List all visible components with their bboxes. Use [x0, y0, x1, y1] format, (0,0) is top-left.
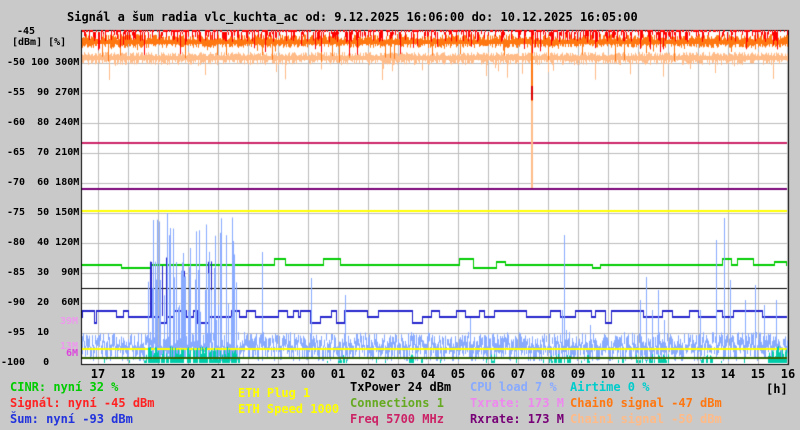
- hour-label: 11: [630, 367, 646, 381]
- hour-label: 05: [450, 367, 466, 381]
- legend-connections: Connections 1: [350, 396, 444, 410]
- legend-freq: Freq 5700 MHz: [350, 412, 444, 426]
- legend-airtime: Airtime 0 %: [570, 380, 650, 394]
- legend-cpu: CPU load 7 %: [470, 380, 557, 394]
- hour-label: 02: [360, 367, 376, 381]
- hour-label: 19: [150, 367, 166, 381]
- hour-label: 07: [510, 367, 526, 381]
- hour-label: 01: [330, 367, 346, 381]
- hour-label: 21: [210, 367, 226, 381]
- legend-eth-speed: ETH Speed 1000: [238, 402, 340, 416]
- hour-label: 12: [660, 367, 676, 381]
- y-axis-row: -70 60 180M: [1, 177, 80, 188]
- y-axis-rate-marker: 13M: [59, 341, 78, 352]
- legend-eth-plug: ETH Plug 1: [238, 386, 311, 400]
- hour-label: 18: [120, 367, 136, 381]
- legend-signal: Signál: nyní -45 dBm: [10, 396, 155, 410]
- chart-title: Signál a šum radia vlc_kuchta_ac od: 9.1…: [67, 10, 638, 24]
- hour-label: 09: [570, 367, 586, 381]
- y-axis-row: -85 30 90M: [1, 267, 80, 278]
- hour-label: 17: [90, 367, 106, 381]
- hour-label: 22: [240, 367, 256, 381]
- y-axis-units-header: [dBm] [%]: [12, 37, 67, 48]
- legend-txpower: TxPower 24 dBm: [350, 380, 452, 394]
- y-axis-row: -100 0: [1, 357, 50, 368]
- legend-chain1: Chain1 signal -50 dBm: [570, 412, 722, 426]
- legend-chain0: Chain0 signal -47 dBm: [570, 396, 722, 410]
- legend-cinr: CINR: nyní 32 %: [10, 380, 119, 394]
- hour-label: 13: [690, 367, 706, 381]
- y-axis-row: -80 40 120M: [1, 237, 80, 248]
- legend-rxrate: Rxrate: 173 M: [470, 412, 564, 426]
- hour-label: 03: [390, 367, 406, 381]
- y-axis-row: -95 10: [1, 327, 50, 338]
- y-axis-rate-marker: 6M: [65, 348, 78, 359]
- y-axis-row: -60 80 240M: [1, 117, 80, 128]
- hour-label: 00: [300, 367, 316, 381]
- hour-label: 16: [780, 367, 796, 381]
- legend-txrate: Txrate: 173 M: [470, 396, 564, 410]
- y-axis-row: -55 90 270M: [1, 87, 80, 98]
- hour-label: 04: [420, 367, 436, 381]
- y-axis-row: -50 100 300M: [1, 57, 80, 68]
- hour-label: 06: [480, 367, 496, 381]
- hour-label: 20: [180, 367, 196, 381]
- legend-hour-unit: [h]: [766, 382, 788, 396]
- hour-label: 23: [270, 367, 286, 381]
- hour-label: 08: [540, 367, 556, 381]
- y-axis-top-value: -45: [17, 26, 36, 37]
- legend-sum: Šum: nyní -93 dBm: [10, 412, 133, 426]
- y-axis-row: -65 70 210M: [1, 147, 80, 158]
- y-axis-rate-marker: 39M: [59, 316, 78, 327]
- hour-label: 14: [720, 367, 736, 381]
- y-axis-row: -75 50 150M: [1, 207, 80, 218]
- hour-label: 10: [600, 367, 616, 381]
- hour-label: 15: [750, 367, 766, 381]
- y-axis-row: -90 20 60M: [1, 297, 80, 308]
